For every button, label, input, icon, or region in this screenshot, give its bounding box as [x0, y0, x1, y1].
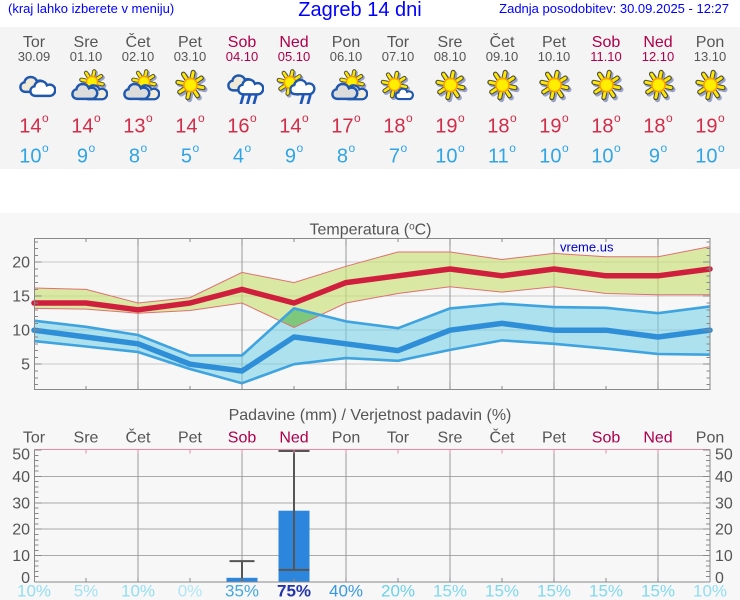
svg-text:Pon: Pon [696, 430, 724, 447]
svg-text:50: 50 [715, 447, 733, 464]
svg-text:75%: 75% [277, 582, 311, 600]
svg-text:Tor: Tor [23, 430, 46, 447]
svg-text:40: 40 [12, 469, 30, 486]
svg-text:Tor: Tor [387, 430, 410, 447]
svg-text:20: 20 [12, 522, 30, 539]
svg-text:10%: 10% [121, 582, 155, 600]
svg-text:Pet: Pet [178, 430, 203, 447]
svg-text:15%: 15% [641, 582, 675, 600]
svg-text:15%: 15% [589, 582, 623, 600]
svg-text:Sob: Sob [592, 430, 621, 447]
svg-text:10: 10 [12, 323, 30, 340]
svg-text:Temperatura (oC): Temperatura (oC) [309, 221, 431, 238]
svg-text:Padavine (mm) / Verjetnost pad: Padavine (mm) / Verjetnost padavin (%) [229, 407, 512, 424]
svg-text:15: 15 [12, 289, 30, 306]
svg-text:5%: 5% [74, 582, 99, 600]
svg-text:20: 20 [12, 255, 30, 272]
svg-text:Ned: Ned [279, 430, 308, 447]
svg-text:Pon: Pon [332, 430, 360, 447]
svg-text:0: 0 [21, 570, 30, 587]
svg-text:0%: 0% [178, 582, 203, 600]
svg-text:vreme.us: vreme.us [560, 240, 614, 255]
svg-text:15%: 15% [485, 582, 519, 600]
svg-text:35%: 35% [225, 582, 259, 600]
svg-text:20%: 20% [381, 582, 415, 600]
svg-text:5: 5 [21, 357, 30, 374]
svg-text:Čet: Čet [126, 428, 151, 447]
svg-text:Ned: Ned [643, 430, 672, 447]
svg-text:Pet: Pet [542, 430, 567, 447]
svg-text:30: 30 [12, 495, 30, 512]
svg-text:50: 50 [12, 447, 30, 464]
svg-text:40%: 40% [329, 582, 363, 600]
svg-text:10: 10 [715, 548, 733, 565]
svg-text:10%: 10% [17, 582, 51, 600]
svg-text:0: 0 [715, 570, 724, 587]
svg-text:15%: 15% [433, 582, 467, 600]
svg-text:40: 40 [715, 469, 733, 486]
svg-text:20: 20 [715, 522, 733, 539]
svg-text:Sre: Sre [438, 430, 463, 447]
svg-text:30: 30 [715, 495, 733, 512]
svg-text:10%: 10% [693, 582, 727, 600]
svg-text:Sre: Sre [74, 430, 99, 447]
svg-text:Sob: Sob [228, 430, 257, 447]
svg-text:15%: 15% [537, 582, 571, 600]
svg-text:Čet: Čet [490, 428, 515, 447]
svg-text:10: 10 [12, 548, 30, 565]
